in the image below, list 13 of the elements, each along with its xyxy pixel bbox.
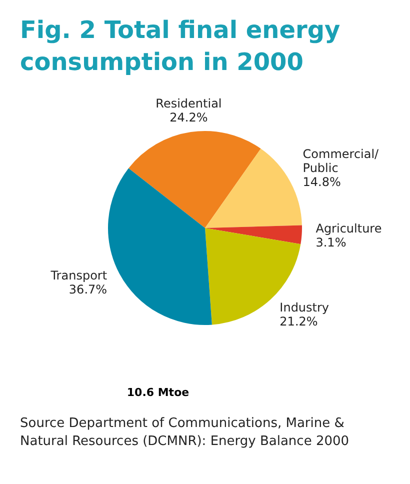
slice-label: Commercial/Public <box>302 146 380 175</box>
chart-title: Fig. 2 Total final energy consumption in 2000 <box>19 15 342 78</box>
data-label: 21.2% <box>280 314 318 328</box>
text: 10.6 Mtoe <box>126 386 190 399</box>
data-label: 36.7% <box>68 282 108 297</box>
slice-label: Industry <box>280 300 330 314</box>
data-label: 3.1% <box>316 235 346 250</box>
source-note: Source Department of Communications, Marine & Natural Resources (DCMNR): Energy Balance 2000 <box>19 415 350 451</box>
data-label: 24.2% <box>170 110 208 124</box>
data-label: 14.8% <box>302 174 341 189</box>
slice-label: Transport <box>50 268 108 283</box>
slice-label: Agriculture <box>316 221 382 236</box>
slice-label: Residential <box>156 96 222 110</box>
